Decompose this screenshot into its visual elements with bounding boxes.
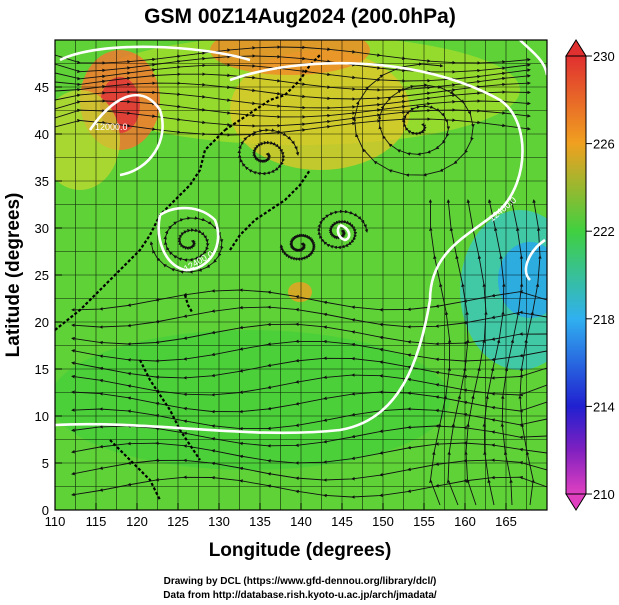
- y-axis-label: Latitude (degrees): [3, 193, 24, 358]
- colorbar: 210 214 218 222 226 230: [565, 39, 615, 511]
- colorbar-top-arrow: [565, 39, 587, 57]
- colorbar-tick-label: 210: [593, 487, 615, 502]
- x-tick-label: 150: [372, 514, 394, 529]
- height-contours: [55, 40, 547, 435]
- y-tick-label: 0: [42, 503, 49, 518]
- streamlines: [55, 45, 547, 506]
- streamline: [237, 128, 300, 176]
- chart-title: GSM 00Z14Aug2024 (200.0hPa): [144, 5, 456, 28]
- colorbar-tick-label: 214: [593, 399, 615, 414]
- streamline: [482, 199, 506, 506]
- streamline: [149, 216, 224, 274]
- x-tick-label: 120: [126, 514, 148, 529]
- x-axis-label: Longitude (degrees): [209, 540, 392, 561]
- streamline: [316, 209, 369, 250]
- warm-region-west: [55, 90, 120, 190]
- colorbar-tick-label: 226: [593, 137, 615, 152]
- y-tick-label: 5: [42, 456, 49, 471]
- x-tick-label: 135: [249, 514, 271, 529]
- plot-area: 12000.0 12400.0 12400.0: [55, 40, 547, 510]
- y-tick-label: 10: [35, 409, 49, 424]
- x-axis-ticks: 110 115 120 125 130 135 140 145 150 155 160 165: [45, 503, 517, 529]
- colorbar-gradient: [565, 55, 587, 495]
- credit-drawing: Drawing by DCL (https://www.gfd-dennou.o…: [164, 576, 437, 587]
- x-tick-label: 165: [495, 514, 517, 529]
- streamline: [279, 233, 316, 261]
- x-tick-label: 130: [208, 514, 230, 529]
- coastlines: [55, 54, 321, 501]
- x-tick-label: 125: [167, 514, 189, 529]
- y-tick-label: 20: [35, 315, 49, 330]
- x-tick-label: 115: [86, 514, 107, 529]
- y-tick-label: 45: [35, 80, 49, 95]
- y-axis-ticks: 0 5 10 15 20 25 30 35 40 45: [35, 80, 62, 518]
- streamline: [464, 199, 488, 506]
- streamline: [518, 199, 542, 506]
- x-tick-label: 140: [290, 514, 312, 529]
- y-tick-label: 25: [35, 268, 49, 283]
- credit-data: Data from http://database.rish.kyoto-u.a…: [163, 590, 437, 601]
- colorbar-tick-label: 218: [593, 312, 615, 327]
- streamline: [352, 62, 475, 177]
- colorbar-tick-label: 230: [593, 49, 615, 64]
- y-tick-label: 40: [35, 127, 49, 142]
- contour-label-1: 12000.0: [95, 122, 128, 132]
- x-tick-label: 160: [454, 514, 476, 529]
- y-tick-label: 30: [35, 221, 49, 236]
- y-tick-label: 15: [35, 362, 49, 377]
- y-tick-label: 35: [35, 174, 49, 189]
- x-tick-label: 145: [331, 514, 353, 529]
- colorbar-ticks: 210 214 218 222 226 230: [586, 49, 615, 502]
- x-tick-label: 155: [413, 514, 435, 529]
- colorbar-tick-label: 222: [593, 224, 615, 239]
- x-tick-label: 110: [45, 514, 66, 529]
- colorbar-bottom-arrow: [565, 493, 587, 511]
